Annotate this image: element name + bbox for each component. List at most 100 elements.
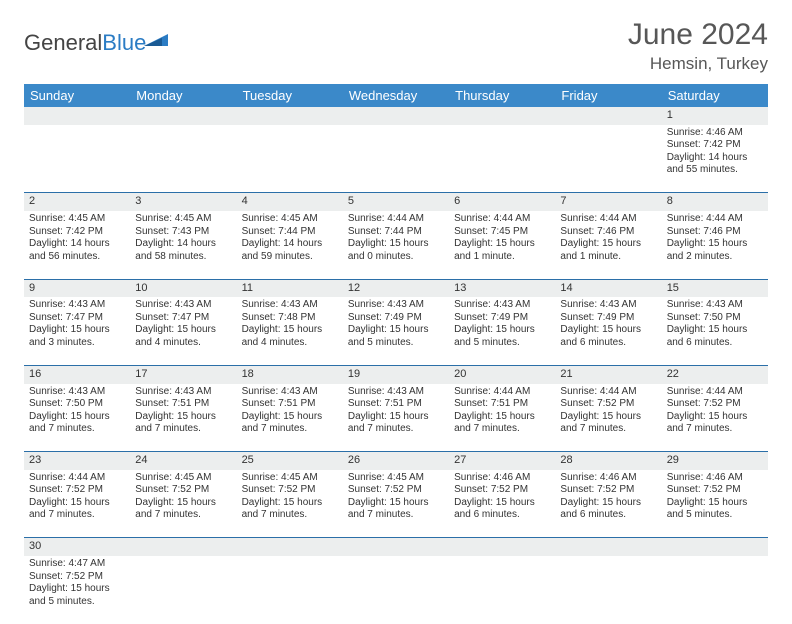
day-cell	[130, 125, 236, 193]
day-cell-body: Sunrise: 4:43 AMSunset: 7:47 PMDaylight:…	[130, 297, 236, 353]
day-number-cell: 30	[24, 538, 130, 556]
day-cell: Sunrise: 4:43 AMSunset: 7:51 PMDaylight:…	[343, 384, 449, 452]
day-number-cell	[449, 538, 555, 556]
sunset-line: Sunset: 7:52 PM	[348, 484, 444, 497]
sunrise-line: Sunrise: 4:44 AM	[454, 386, 550, 399]
day-cell: Sunrise: 4:46 AMSunset: 7:52 PMDaylight:…	[662, 470, 768, 538]
day-number-cell: 7	[555, 193, 661, 211]
day-cell-body: Sunrise: 4:46 AMSunset: 7:52 PMDaylight:…	[662, 470, 768, 526]
daylight-line: Daylight: 15 hours and 7 minutes.	[242, 497, 338, 522]
week-row: Sunrise: 4:44 AMSunset: 7:52 PMDaylight:…	[24, 470, 768, 538]
day-cell-body: Sunrise: 4:47 AMSunset: 7:52 PMDaylight:…	[24, 556, 130, 612]
day-number-cell: 23	[24, 452, 130, 470]
day-cell: Sunrise: 4:45 AMSunset: 7:52 PMDaylight:…	[343, 470, 449, 538]
day-number-cell: 25	[237, 452, 343, 470]
title-location: Hemsin, Turkey	[628, 54, 768, 74]
weekday-header: Tuesday	[237, 84, 343, 107]
day-cell: Sunrise: 4:43 AMSunset: 7:51 PMDaylight:…	[130, 384, 236, 452]
day-number-cell	[237, 538, 343, 556]
day-cell-body: Sunrise: 4:43 AMSunset: 7:50 PMDaylight:…	[24, 384, 130, 440]
sunrise-line: Sunrise: 4:43 AM	[667, 299, 763, 312]
day-number-cell: 29	[662, 452, 768, 470]
daylight-line: Daylight: 15 hours and 5 minutes.	[348, 324, 444, 349]
daylight-line: Daylight: 15 hours and 6 minutes.	[667, 324, 763, 349]
sunset-line: Sunset: 7:47 PM	[135, 312, 231, 325]
sunrise-line: Sunrise: 4:46 AM	[667, 127, 763, 140]
sunset-line: Sunset: 7:52 PM	[454, 484, 550, 497]
day-cell-body: Sunrise: 4:44 AMSunset: 7:46 PMDaylight:…	[555, 211, 661, 267]
day-cell: Sunrise: 4:46 AMSunset: 7:42 PMDaylight:…	[662, 125, 768, 193]
sunrise-line: Sunrise: 4:43 AM	[348, 299, 444, 312]
day-number-cell	[343, 107, 449, 125]
sunset-line: Sunset: 7:47 PM	[29, 312, 125, 325]
day-number-cell: 5	[343, 193, 449, 211]
day-cell: Sunrise: 4:45 AMSunset: 7:43 PMDaylight:…	[130, 211, 236, 279]
day-number-cell: 27	[449, 452, 555, 470]
title-block: June 2024 Hemsin, Turkey	[628, 18, 768, 74]
daynum-row: 2345678	[24, 193, 768, 211]
daylight-line: Daylight: 15 hours and 4 minutes.	[242, 324, 338, 349]
day-cell: Sunrise: 4:44 AMSunset: 7:52 PMDaylight:…	[662, 384, 768, 452]
day-cell	[237, 556, 343, 624]
day-cell: Sunrise: 4:46 AMSunset: 7:52 PMDaylight:…	[449, 470, 555, 538]
sunrise-line: Sunrise: 4:47 AM	[29, 558, 125, 571]
daylight-line: Daylight: 15 hours and 7 minutes.	[135, 411, 231, 436]
day-cell-body: Sunrise: 4:46 AMSunset: 7:52 PMDaylight:…	[555, 470, 661, 526]
daylight-line: Daylight: 15 hours and 7 minutes.	[348, 411, 444, 436]
calendar-body: 1Sunrise: 4:46 AMSunset: 7:42 PMDaylight…	[24, 107, 768, 624]
sunset-line: Sunset: 7:43 PM	[135, 226, 231, 239]
daylight-line: Daylight: 15 hours and 5 minutes.	[29, 583, 125, 608]
sunrise-line: Sunrise: 4:43 AM	[560, 299, 656, 312]
day-cell-body: Sunrise: 4:45 AMSunset: 7:44 PMDaylight:…	[237, 211, 343, 267]
day-cell-body: Sunrise: 4:45 AMSunset: 7:52 PMDaylight:…	[343, 470, 449, 526]
sunrise-line: Sunrise: 4:44 AM	[454, 213, 550, 226]
day-cell: Sunrise: 4:45 AMSunset: 7:52 PMDaylight:…	[237, 470, 343, 538]
day-number-cell: 1	[662, 107, 768, 125]
brand-part2: Blue	[102, 30, 146, 56]
day-cell: Sunrise: 4:43 AMSunset: 7:48 PMDaylight:…	[237, 297, 343, 365]
sunset-line: Sunset: 7:51 PM	[135, 398, 231, 411]
week-row: Sunrise: 4:43 AM Sunset: 7:47 PM Daylight:…	[24, 297, 768, 365]
day-cell	[449, 125, 555, 193]
sunset-line: Sunset: 7:49 PM	[454, 312, 550, 325]
sunset-line: Sunset: 7:48 PM	[242, 312, 338, 325]
day-cell: Sunrise: 4:43 AMSunset: 7:51 PMDaylight:…	[237, 384, 343, 452]
sunset-line: Sunset: 7:52 PM	[29, 571, 125, 584]
day-cell-body: Sunrise: 4:46 AMSunset: 7:42 PMDaylight:…	[662, 125, 768, 181]
sunset-line: Sunset: 7:52 PM	[667, 484, 763, 497]
day-number-cell	[343, 538, 449, 556]
sunset-line: Sunset: 7:49 PM	[348, 312, 444, 325]
sunrise-line: Sunrise: 4:45 AM	[242, 472, 338, 485]
weekday-header: Saturday	[662, 84, 768, 107]
sunrise-line: Sunrise: 4:44 AM	[667, 213, 763, 226]
sunrise-line: Sunrise: 4:43 AM	[135, 386, 231, 399]
sunset-line: Sunset: 7:50 PM	[667, 312, 763, 325]
daylight-line: Daylight: 14 hours and 55 minutes.	[667, 152, 763, 177]
sunset-line: Sunset: 7:51 PM	[242, 398, 338, 411]
day-cell-body: Sunrise: 4:43 AMSunset: 7:51 PMDaylight:…	[237, 384, 343, 440]
day-number-cell: 28	[555, 452, 661, 470]
daylight-line: Daylight: 15 hours and 6 minutes.	[454, 497, 550, 522]
sunrise-line: Sunrise: 4:45 AM	[135, 472, 231, 485]
sunset-line: Sunset: 7:42 PM	[667, 139, 763, 152]
day-cell-body: Sunrise: 4:43 AMSunset: 7:50 PMDaylight:…	[662, 297, 768, 353]
day-number-cell: 15	[662, 279, 768, 297]
day-cell	[555, 125, 661, 193]
daylight-line: Daylight: 14 hours and 56 minutes.	[29, 238, 125, 263]
day-cell: Sunrise: 4:44 AMSunset: 7:52 PMDaylight:…	[24, 470, 130, 538]
calendar-table: Sunday Monday Tuesday Wednesday Thursday…	[24, 84, 768, 624]
day-cell-body: Sunrise: 4:46 AMSunset: 7:52 PMDaylight:…	[449, 470, 555, 526]
brand-part1: General	[24, 30, 102, 56]
sunrise-line: Sunrise: 4:43 AM	[29, 386, 125, 399]
day-number-cell	[24, 107, 130, 125]
daylight-line: Daylight: 15 hours and 1 minute.	[560, 238, 656, 263]
daylight-line: Daylight: 15 hours and 7 minutes.	[560, 411, 656, 436]
day-cell-body: Sunrise: 4:43 AMSunset: 7:49 PMDaylight:…	[343, 297, 449, 353]
day-number-cell	[130, 538, 236, 556]
sunrise-line: Sunrise: 4:43 AM	[242, 386, 338, 399]
day-cell: Sunrise: 4:43 AMSunset: 7:50 PMDaylight:…	[24, 384, 130, 452]
sunset-line: Sunset: 7:50 PM	[29, 398, 125, 411]
sunset-line: Sunset: 7:52 PM	[29, 484, 125, 497]
day-number-cell: 17	[130, 365, 236, 383]
daylight-line: Daylight: 15 hours and 1 minute.	[454, 238, 550, 263]
